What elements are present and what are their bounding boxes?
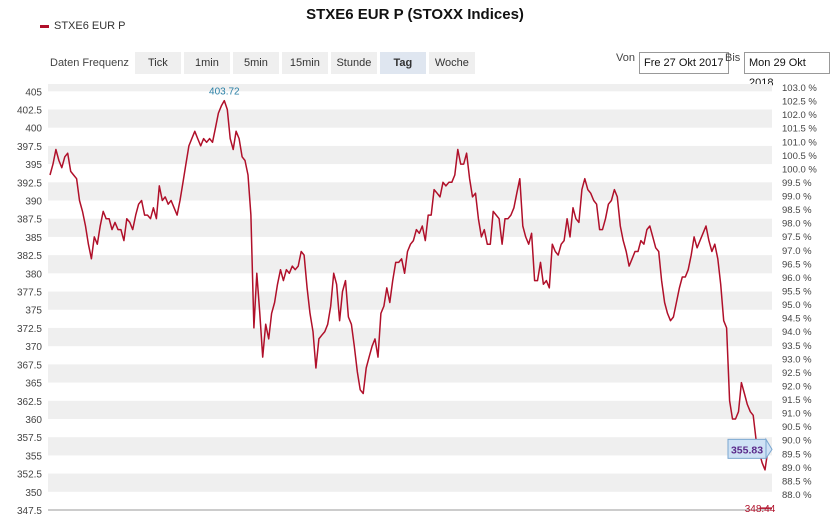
y-tick-label: 372.5 <box>17 324 42 335</box>
last-value-label: 355.83 <box>731 444 763 456</box>
y-right-tick-label: 94.0 % <box>782 327 812 338</box>
y-right-tick-label: 92.5 % <box>782 368 812 379</box>
grid-band <box>48 145 772 165</box>
price-line <box>49 99 769 471</box>
grid-band <box>48 291 772 310</box>
to-label: Bis <box>725 52 741 64</box>
y-tick-label: 367.5 <box>17 360 42 371</box>
y-tick-label: 370 <box>25 342 42 353</box>
y-right-tick-label: 101.0 % <box>782 137 817 148</box>
y-right-tick-label: 95.0 % <box>782 300 812 311</box>
y-right-tick-label: 101.5 % <box>782 124 817 135</box>
y-right-tick-label: 97.0 % <box>782 246 812 257</box>
grid-band <box>48 473 772 492</box>
last-value-pointer <box>765 437 773 460</box>
y-right-tick-label: 98.0 % <box>782 219 812 230</box>
y-right-tick-label: 89.0 % <box>782 463 812 474</box>
grid-band <box>48 437 772 456</box>
high-value-label: 403.72 <box>209 87 240 98</box>
y-right-tick-label: 93.0 % <box>782 354 812 365</box>
y-right-tick-label: 96.0 % <box>782 273 812 284</box>
y-right-tick-label: 99.0 % <box>782 192 812 203</box>
y-right-tick-label: 90.0 % <box>782 436 812 447</box>
y-right-tick-label: 102.0 % <box>782 110 817 121</box>
low-value-label: 348.44 <box>745 504 776 515</box>
y-right-tick-label: 88.5 % <box>782 476 812 487</box>
chart-title: STXE6 EUR P (STOXX Indices) <box>306 6 524 23</box>
y-right-tick-label: 91.5 % <box>782 395 812 406</box>
y-tick-label: 395 <box>25 160 42 171</box>
grid-band <box>48 255 772 274</box>
grid-band <box>48 182 772 201</box>
from-date-field[interactable]: Fre 27 Okt 2017 <box>639 52 729 74</box>
tab-15min[interactable]: 15min <box>281 52 328 74</box>
y-right-tick-label: 90.5 % <box>782 422 812 433</box>
y-right-tick-label: 88.0 % <box>782 490 812 501</box>
grid-band <box>48 364 772 383</box>
y-tick-label: 360 <box>25 415 42 426</box>
y-right-tick-label: 93.5 % <box>782 341 812 352</box>
grid-band <box>48 218 772 237</box>
y-tick-label: 357.5 <box>17 433 42 444</box>
y-tick-label: 362.5 <box>17 397 42 408</box>
y-tick-label: 400 <box>25 124 42 135</box>
grid-band <box>48 400 772 419</box>
tab-tag[interactable]: Tag <box>379 52 426 74</box>
y-right-tick-label: 103.0 % <box>782 83 817 94</box>
y-tick-label: 402.5 <box>17 105 42 116</box>
tab-woche[interactable]: Woche <box>428 52 475 74</box>
tab-1min[interactable]: 1min <box>183 52 230 74</box>
y-right-tick-label: 99.5 % <box>782 178 812 189</box>
y-right-tick-label: 102.5 % <box>782 97 817 108</box>
y-tick-label: 385 <box>25 233 42 244</box>
tab-5min[interactable]: 5min <box>232 52 279 74</box>
y-right-tick-label: 96.5 % <box>782 259 812 270</box>
y-tick-label: 387.5 <box>17 215 42 226</box>
y-tick-label: 397.5 <box>17 142 42 153</box>
legend-label: STXE6 EUR P <box>54 20 126 32</box>
y-tick-label: 377.5 <box>17 288 42 299</box>
y-right-tick-label: 98.5 % <box>782 205 812 216</box>
y-tick-label: 375 <box>25 306 42 317</box>
frequency-toolbar: Daten Frequenz Tick 1min 5min 15min Stun… <box>50 52 478 74</box>
y-right-tick-label: 100.5 % <box>782 151 817 162</box>
y-tick-label: 390 <box>25 197 42 208</box>
y-right-tick-label: 91.0 % <box>782 409 812 420</box>
grid-band <box>48 327 772 347</box>
legend[interactable]: STXE6 EUR P <box>40 20 126 32</box>
y-tick-label: 405 <box>25 87 42 98</box>
y-right-tick-label: 94.5 % <box>782 314 812 325</box>
frequency-label: Daten Frequenz <box>50 57 129 69</box>
y-tick-label: 352.5 <box>17 470 42 481</box>
from-label: Von <box>616 52 635 64</box>
y-tick-label: 355 <box>25 451 42 462</box>
y-tick-label: 380 <box>25 269 42 280</box>
y-tick-label: 392.5 <box>17 178 42 189</box>
y-tick-label: 382.5 <box>17 251 42 262</box>
y-right-tick-label: 89.5 % <box>782 449 812 460</box>
grid-band <box>48 84 772 92</box>
y-right-tick-label: 95.5 % <box>782 287 812 298</box>
y-right-tick-label: 92.0 % <box>782 381 812 392</box>
y-right-tick-label: 100.0 % <box>782 164 817 175</box>
legend-swatch <box>40 24 49 28</box>
y-tick-label: 365 <box>25 379 42 390</box>
tab-tick[interactable]: Tick <box>134 52 181 74</box>
y-right-tick-label: 97.5 % <box>782 232 812 243</box>
tab-stunde[interactable]: Stunde <box>330 52 377 74</box>
grid-band <box>48 109 772 128</box>
y-tick-label: 347.5 <box>17 506 42 517</box>
y-tick-label: 350 <box>25 488 42 499</box>
